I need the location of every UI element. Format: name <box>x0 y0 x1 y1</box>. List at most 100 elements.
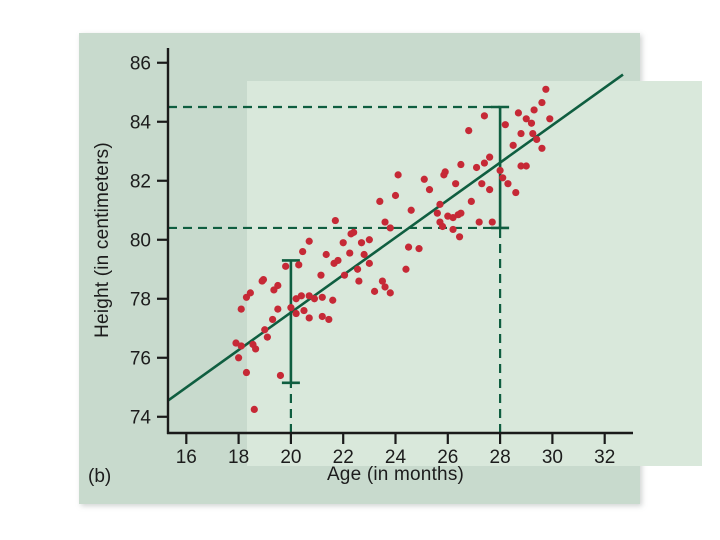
data-point <box>542 85 550 93</box>
data-point <box>295 261 303 269</box>
data-point <box>322 250 330 259</box>
data-point <box>340 271 349 279</box>
data-point <box>452 180 460 188</box>
data-point <box>415 245 423 253</box>
data-point <box>546 115 554 123</box>
y-tick-label: 78 <box>130 289 151 310</box>
error-bars <box>281 105 510 385</box>
data-point <box>252 345 260 353</box>
axes <box>166 48 633 435</box>
data-point <box>365 236 373 244</box>
data-point <box>355 277 363 285</box>
data-point <box>509 141 517 149</box>
data-point <box>276 371 285 380</box>
data-point <box>305 314 313 322</box>
data-point <box>282 262 290 270</box>
x-tick-label: 32 <box>594 447 615 468</box>
x-tick-label: 26 <box>437 447 458 468</box>
x-axis-ticks: 16 18 20 22 24 26 28 30 32 <box>176 433 615 468</box>
data-point <box>292 309 300 318</box>
data-point <box>268 315 277 324</box>
x-tick-label: 18 <box>228 447 249 468</box>
regression-line <box>167 73 624 402</box>
data-point <box>457 209 465 217</box>
data-point <box>310 295 319 303</box>
data-point <box>501 121 509 129</box>
figure-panel <box>79 33 702 504</box>
data-point <box>449 214 457 222</box>
y-tick-label: 80 <box>130 230 151 251</box>
data-point <box>504 180 512 188</box>
data-point <box>402 265 410 273</box>
data-point <box>538 98 546 107</box>
data-point <box>465 127 473 135</box>
data-point <box>346 249 354 257</box>
data-point <box>530 106 538 114</box>
data-point <box>449 225 457 234</box>
data-point <box>499 174 507 182</box>
data-point <box>353 265 362 273</box>
data-point <box>378 277 387 285</box>
data-point <box>259 275 268 284</box>
data-point <box>488 218 496 226</box>
x-tick-label: 30 <box>542 447 563 468</box>
data-point <box>242 368 251 377</box>
x-axis-label: Age (in months) <box>326 464 465 485</box>
data-point <box>522 162 530 170</box>
data-point <box>292 295 300 303</box>
figure-label: (b) <box>88 466 112 487</box>
data-point <box>517 129 525 138</box>
data-point <box>394 171 402 179</box>
data-point <box>496 166 504 175</box>
data-point <box>404 243 413 251</box>
data-point <box>529 129 537 138</box>
data-point <box>360 250 368 259</box>
data-point <box>235 354 243 362</box>
data-point <box>425 186 434 194</box>
data-point <box>467 197 475 206</box>
data-point <box>527 119 536 127</box>
data-point <box>436 200 444 208</box>
y-axis-ticks: 74 76 78 80 82 84 86 <box>130 53 168 428</box>
data-point <box>486 186 494 194</box>
data-point <box>386 224 394 232</box>
data-point <box>300 306 308 315</box>
data-point <box>329 296 337 304</box>
data-point <box>420 175 428 183</box>
data-point <box>250 405 258 413</box>
data-point <box>261 326 269 334</box>
data-point <box>339 239 347 247</box>
data-point <box>438 222 447 231</box>
data-point <box>318 312 326 321</box>
data-point <box>386 289 394 297</box>
data-point <box>391 191 400 200</box>
data-point <box>317 271 325 279</box>
y-tick-label: 82 <box>130 171 151 192</box>
data-point <box>305 292 313 300</box>
y-tick-label: 74 <box>130 407 152 428</box>
data-point <box>365 259 373 267</box>
x-tick-label: 22 <box>333 447 354 468</box>
x-tick-label: 20 <box>280 447 301 468</box>
data-point <box>512 188 520 197</box>
data-point <box>274 305 282 313</box>
data-point <box>246 289 254 297</box>
data-point <box>457 160 465 169</box>
data-point <box>297 292 305 300</box>
data-point <box>517 162 525 170</box>
data-point <box>514 109 523 117</box>
data-point <box>237 305 245 313</box>
data-point <box>237 342 245 350</box>
data-point <box>232 339 240 347</box>
data-point <box>357 239 366 247</box>
data-point <box>350 228 358 236</box>
x-tick-label: 28 <box>490 447 511 468</box>
data-point <box>370 287 379 295</box>
data-point <box>407 206 415 214</box>
data-point <box>331 216 339 225</box>
data-point <box>522 115 530 123</box>
data-point <box>538 144 546 152</box>
points-layer <box>232 85 554 413</box>
